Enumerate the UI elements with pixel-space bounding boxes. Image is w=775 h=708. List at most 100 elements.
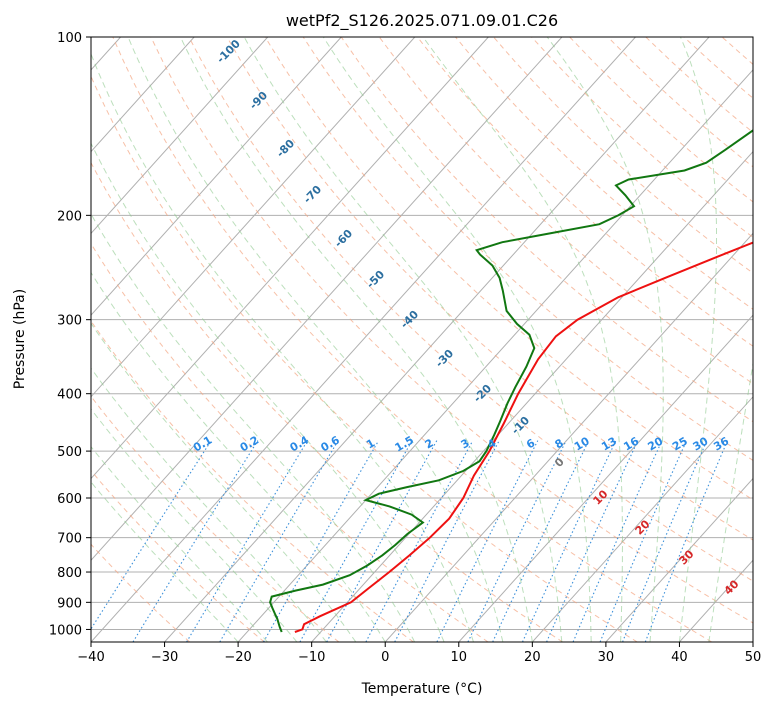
moist-adiabat-line — [91, 322, 357, 642]
mixing-ratio-label: 2 — [423, 436, 436, 451]
dry-adiabat-line — [302, 37, 753, 461]
dry-adiabat-line — [531, 37, 753, 238]
moist-adiabat-line — [91, 212, 416, 642]
mixing-ratio-line — [572, 440, 663, 642]
moist-adiabat-line — [678, 37, 717, 642]
mixing-ratio-line — [467, 440, 567, 642]
y-tick-label: 400 — [57, 388, 82, 403]
mixing-ratio-label: 25 — [670, 435, 690, 454]
mixing-ratio-line — [436, 440, 539, 642]
mixing-ratio-label: 36 — [711, 434, 731, 453]
dry-adiabat-line — [91, 75, 638, 642]
mixing-ratio-label: 16 — [621, 434, 641, 453]
x-tick-label: −30 — [151, 650, 178, 665]
dry-adiabat-label: -60 — [332, 227, 355, 250]
dry-adiabat-line — [493, 37, 753, 274]
dry-adiabat-line — [760, 37, 775, 642]
moist-adiabat-label: 20 — [633, 517, 653, 537]
dry-adiabat-line — [645, 37, 753, 133]
x-tick-label: 40 — [671, 650, 688, 665]
dry-adiabat-line — [91, 320, 414, 642]
dry-adiabat-label: -70 — [301, 183, 324, 206]
dry-adiabat-line — [91, 543, 191, 642]
dry-adiabat-line — [91, 242, 489, 642]
dry-adiabat-line — [607, 37, 753, 168]
isotherm-line — [605, 477, 753, 642]
dry-adiabat-line — [188, 37, 753, 582]
dewpoint-profile-line — [269, 129, 753, 633]
mixing-ratio-line — [186, 440, 308, 642]
plot-frame — [90, 36, 754, 643]
moist-adiabat-line — [91, 445, 268, 642]
y-tick-label: 900 — [57, 596, 82, 611]
x-tick-label: 20 — [524, 650, 541, 665]
background-lines — [91, 37, 775, 642]
dry-adiabat-line — [721, 37, 753, 65]
y-tick-label: 300 — [57, 314, 82, 329]
moist-adiabat-line — [91, 481, 239, 642]
mixing-ratio-label: 3 — [459, 436, 472, 451]
dry-adiabat-line — [150, 37, 753, 624]
mixing-ratio-line — [219, 440, 339, 642]
dry-adiabat-label: -10 — [509, 414, 532, 437]
moist-adiabat-line — [127, 37, 504, 642]
x-axis-label: Temperature (°C) — [361, 681, 483, 697]
dry-adiabat-label: -40 — [398, 308, 421, 331]
moist-adiabat-label: 0 — [552, 455, 567, 470]
y-tick-label: 1000 — [49, 623, 82, 638]
y-axis-label: Pressure (hPa) — [12, 289, 28, 389]
moist-adiabat-line — [91, 142, 445, 642]
mixing-ratio-line — [622, 440, 708, 642]
isotherm-line — [91, 37, 416, 398]
moist-adiabat-line — [91, 408, 298, 642]
mixing-ratio-label: 10 — [572, 434, 592, 453]
mixing-ratio-line — [546, 440, 639, 642]
moist-adiabat-label: 10 — [591, 487, 611, 507]
dry-adiabat-label: -50 — [364, 268, 387, 291]
mixing-ratio-label: 13 — [599, 435, 619, 454]
moist-adiabat-line — [322, 37, 592, 642]
y-tick-label: 100 — [57, 31, 82, 46]
dry-adiabat-label: -30 — [433, 347, 456, 370]
isotherm-line — [384, 232, 753, 642]
mixing-ratio-line — [521, 440, 617, 642]
isotherm-line — [752, 641, 753, 642]
moist-adiabat-line — [91, 271, 386, 642]
x-tick-label: −20 — [224, 650, 251, 665]
dry-adiabat-label: -100 — [214, 37, 243, 66]
isotherm-line — [91, 37, 489, 480]
dry-adiabat-line — [340, 37, 753, 423]
mixing-ratio-line — [394, 440, 500, 642]
y-tick-label: 600 — [57, 492, 82, 507]
dry-adiabat-line — [91, 395, 340, 642]
mixing-ratio-line — [599, 440, 688, 642]
moist-adiabat-line — [91, 367, 327, 642]
x-tick-label: 50 — [745, 650, 762, 665]
mixing-ratio-label: 6 — [524, 436, 537, 451]
axes: −40 −30 −20 −10 0 10 20 30 40 5010020030040050060… — [49, 31, 761, 665]
isotherm-line — [164, 37, 710, 642]
dry-adiabat-line — [226, 37, 753, 541]
mixing-ratio-line — [91, 440, 212, 630]
dry-adiabat-line — [683, 37, 753, 99]
isotherm-line — [237, 69, 753, 642]
isotherm-line — [531, 396, 753, 642]
dry-adiabat-label: -90 — [247, 89, 270, 112]
moist-adiabat-label: 30 — [677, 547, 697, 567]
isotherm-line — [458, 314, 753, 642]
dry-adiabat-label: -20 — [471, 382, 494, 405]
x-tick-label: 30 — [598, 650, 615, 665]
dry-adiabat-line — [264, 37, 753, 501]
dry-adiabat-label: -80 — [274, 137, 297, 160]
mixing-ratio-line — [492, 440, 590, 642]
moist-adiabat-line — [546, 37, 664, 642]
mixing-ratio-label: 30 — [691, 434, 711, 453]
dry-adiabat-line — [417, 37, 753, 347]
line-labels: -100-90-80-70-60-50-40-30-20-10010203040… — [191, 37, 742, 598]
mixing-ratio-line — [299, 440, 413, 642]
mixing-ratio-line — [263, 440, 380, 642]
moist-adiabat-line — [422, 37, 623, 642]
moist-adiabat-label: 40 — [722, 577, 742, 597]
isotherm-line — [91, 37, 195, 153]
